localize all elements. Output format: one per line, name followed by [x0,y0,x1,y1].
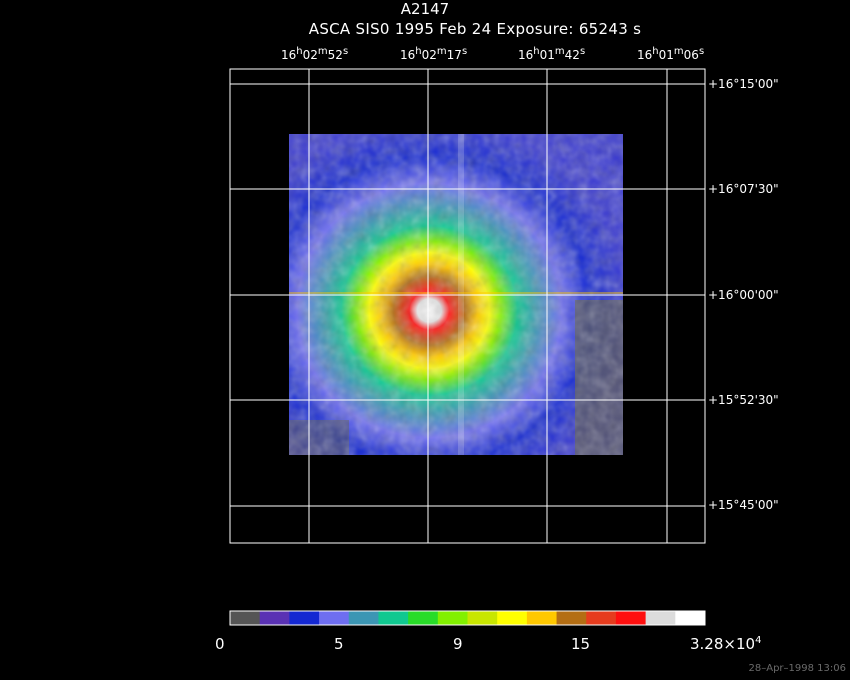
colorbar-swatch [378,611,409,625]
colorbar-swatch [615,611,647,625]
timestamp: 28–Apr–1998 13:06 [748,663,846,674]
colorbar-frame [229,610,706,626]
colorbar-label: 5 [334,635,344,653]
dec-label: +15°52'30" [708,393,779,407]
colorbar-swatch [437,611,468,625]
colorbar-label: 0 [215,635,225,653]
colorbar-swatch [467,611,498,625]
colorbar-label: 15 [571,635,591,653]
dec-label: +16°00'00" [708,288,779,302]
colorbar-label: 9 [453,635,463,653]
colorbar-swatch [497,611,528,625]
colorbar-swatch [675,611,706,625]
image-title: A2147 [400,0,450,18]
dec-label: +16°07'30" [708,182,779,196]
colorbar-swatch [586,611,617,625]
colorbar-swatch [645,611,676,625]
colorbar-swatch [556,611,587,625]
dec-label: +16°15'00" [708,77,779,91]
colorbar-swatch [408,611,439,625]
colorbar-swatch [348,611,379,625]
ra-label: 16h02m52s [281,46,349,62]
colorbar-swatch [259,611,290,625]
coordinate-grid [230,69,705,543]
colorbar-max-label: 3.28×104 [690,635,762,653]
plot-frame [229,68,706,544]
observation-subtitle: ASCA SIS0 1995 Feb 24 Exposure: 65243 s [308,20,642,38]
ra-label: 16h01m42s [518,46,586,62]
colorbar-swatch [526,611,558,625]
ra-label: 16h01m06s [637,46,705,62]
colorbar-swatch [319,611,350,625]
ra-label: 16h02m17s [400,46,468,62]
dec-label: +15°45'00" [708,498,779,512]
colorbar-swatch [230,611,261,625]
colorbar-swatch [289,611,320,625]
colorbar [229,610,706,626]
